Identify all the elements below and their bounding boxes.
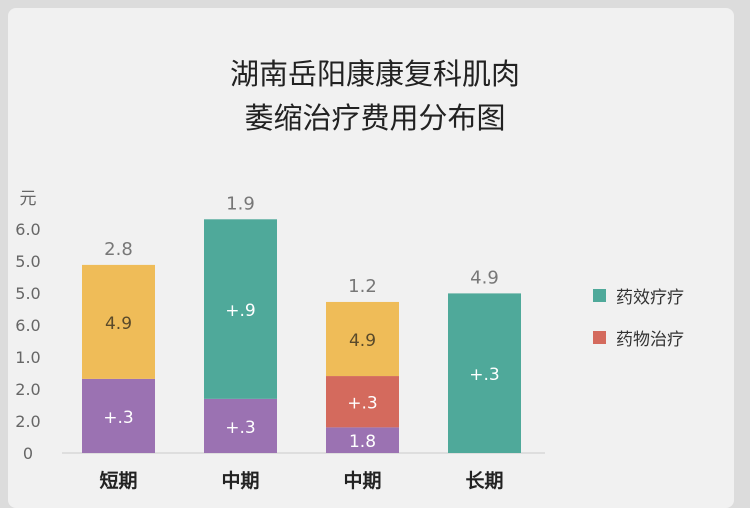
legend-item: 药效疗疗	[593, 284, 684, 308]
bar-segment	[204, 398, 277, 453]
bar-segment-label: 1.8	[349, 432, 376, 452]
y-tick-label: 6.0	[15, 220, 40, 239]
bar-segment	[82, 378, 155, 453]
x-category-label: 中期	[221, 469, 259, 492]
chart-title-line1: 湖南岳阳康康复科肌肉	[229, 57, 520, 91]
bar-total-label: 1.9	[226, 193, 255, 214]
chart-title: 湖南岳阳康康复科肌肉 萎缩治疗费用分布图	[0, 52, 750, 140]
bar-total-label: 2.8	[104, 239, 133, 260]
x-category-label: 长期	[465, 470, 503, 492]
bar-segment	[204, 219, 277, 399]
legend: 药效疗疗 药物治疗	[593, 284, 684, 368]
y-tick-label: 5.0	[15, 252, 40, 271]
bar-segment	[82, 264, 155, 379]
y-tick-label: 6.0	[15, 316, 40, 335]
legend-label: 药效疗疗	[616, 287, 684, 308]
y-axis-unit-label: 元	[20, 189, 37, 209]
x-category-label: 中期	[343, 469, 381, 492]
y-tick-label: 1.0	[15, 348, 40, 367]
bar-segment	[326, 376, 399, 428]
bar-segment-label: +.3	[469, 365, 499, 385]
legend-item: 药物治疗	[593, 326, 684, 350]
bar-segment	[326, 427, 399, 453]
y-tick-label: 0	[23, 444, 33, 463]
bar-segment-label: 4.9	[105, 314, 132, 334]
bar-segment-label: +.3	[225, 418, 255, 438]
legend-swatch	[593, 288, 606, 302]
bar-segment-label: +.9	[225, 301, 255, 321]
bar-segment	[448, 293, 521, 453]
x-category-label: 短期	[99, 469, 137, 492]
chart-title-line2: 萎缩治疗费用分布图	[244, 101, 506, 135]
legend-label: 药物治疗	[616, 329, 684, 350]
y-tick-label: 5.0	[15, 284, 40, 303]
legend-swatch	[593, 330, 606, 344]
bar-total-label: 1.2	[348, 276, 377, 297]
bar-segment-label: 4.9	[349, 331, 376, 351]
y-tick-label: 2.0	[15, 380, 40, 399]
y-tick-label: 2.0	[15, 412, 40, 431]
bar-segment-label: +.3	[103, 408, 133, 428]
bar-segment	[326, 301, 399, 377]
bar-total-label: 4.9	[470, 267, 499, 288]
bar-segment-label: +.3	[347, 394, 377, 414]
